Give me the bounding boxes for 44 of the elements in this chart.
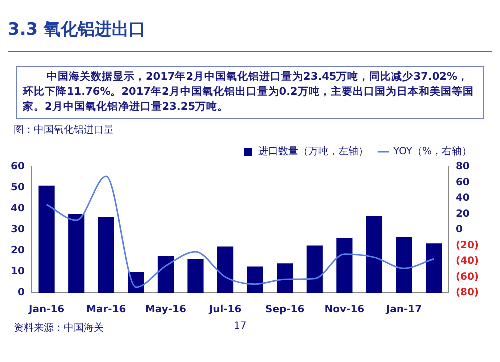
y2-tick-label: 20 [456,208,470,220]
y-tick-label: 50 [10,182,25,194]
y2-tick-label: (60) [456,272,480,283]
bar [188,259,204,293]
y2-tick-label: 40 [456,193,470,204]
bar [38,186,55,293]
legend-label: 进口数量（万吨，左轴） [258,146,369,158]
bar [396,237,412,293]
bar [306,246,323,293]
bar [366,216,383,293]
bar [98,217,114,293]
y2-tick-label: 80 [456,162,470,173]
x-tick-label: Jan-17 [385,304,422,316]
x-tick-label: Jan-16 [28,304,65,316]
bar [426,244,442,293]
bar [158,256,174,293]
y2-tick-label: (80) [456,288,480,299]
y-tick-label: 20 [10,246,25,257]
x-tick-label: May-16 [145,304,186,316]
text: 资料来源：中国海关 [14,322,105,335]
y-tick-label: 10 [10,266,25,278]
y2-tick-label: (20) [456,240,480,252]
text: 图：中国氧化铝进口量 [14,124,115,137]
bar [336,238,353,293]
x-tick-label: Sep-16 [266,304,305,316]
y-tick-label: 40 [10,204,25,215]
bar [247,266,264,293]
text: 17 [234,321,247,334]
x-tick-label: Nov-16 [324,304,365,316]
y2-tick-label: (40) [456,256,480,268]
y-tick-label: 0 [18,288,25,299]
y2-tick-label: 0 [456,224,463,236]
chart-title: 3.3 氧化铝进出口 [8,19,148,41]
line-series [46,176,435,288]
x-tick-label: Mar-16 [86,304,126,316]
chart-subtitle: 中国海关数据显示，2017年2月中国氧化铝进口量为23.45万吨，同比减少37.02%，环比下降11.76%。2017年2月中国氧化铝出口量为0.2万吨，主要出口国为日本和美国等国家。2月中国氧化铝净进口量23.25万吨。 [16,66,484,119]
y2-tick-label: 60 [456,177,470,188]
bar [68,214,85,293]
bar [217,246,234,293]
y-tick-label: 60 [10,162,25,173]
legend-label: YOY（%，右轴） [392,146,472,158]
bar [277,264,294,293]
y-tick-label: 30 [10,224,25,236]
x-tick-label: Jul-16 [208,304,242,316]
